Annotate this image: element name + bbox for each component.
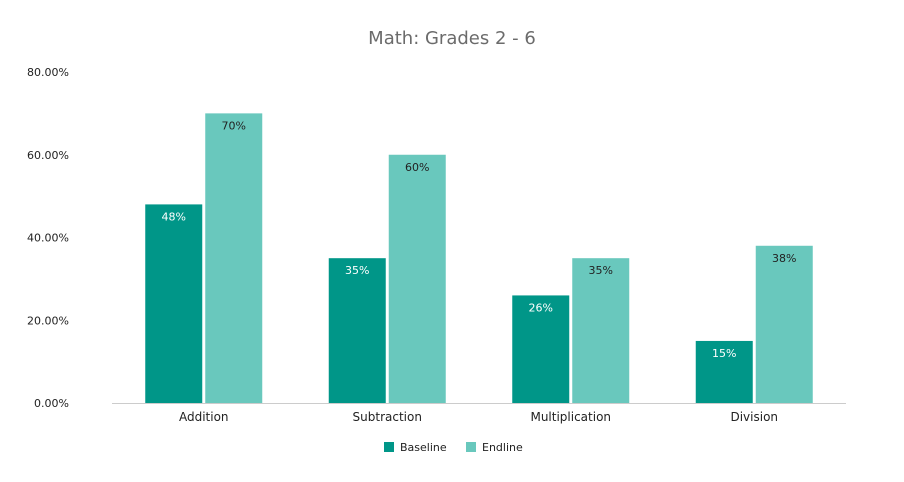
y-axis: 0.00% 20.00% 40.00% 60.00% 80.00%: [27, 66, 69, 410]
bar-baseline: [145, 204, 203, 403]
bar-baseline: [695, 340, 753, 403]
bar-series-group: [145, 113, 813, 403]
legend-label-baseline: Baseline: [400, 441, 447, 454]
y-tick-label: 20.00%: [27, 314, 69, 327]
x-tick-label: Multiplication: [530, 410, 611, 424]
y-tick-label: 0.00%: [34, 397, 69, 410]
y-tick-label: 60.00%: [27, 149, 69, 162]
y-tick-label: 40.00%: [27, 232, 69, 245]
bar-endline: [388, 154, 446, 403]
bar-baseline: [328, 258, 386, 403]
x-axis: Addition Subtraction Multiplication Divisio…: [112, 403, 846, 424]
x-tick-label: Addition: [179, 410, 229, 424]
bar-endline: [205, 113, 263, 403]
bar-baseline: [512, 295, 570, 403]
legend-swatch-baseline: [384, 442, 394, 452]
data-labels-group: 48% 70% 35% 60% 26% 35% 15% 38%: [162, 119, 797, 360]
x-tick-label: Division: [730, 410, 778, 424]
data-label: 60%: [405, 161, 429, 174]
data-label: 70%: [222, 119, 246, 132]
legend-swatch-endline: [466, 442, 476, 452]
bar-endline: [755, 245, 813, 403]
data-label: 48%: [162, 210, 186, 223]
data-label: 26%: [529, 301, 553, 314]
chart-title: Math: Grades 2 - 6: [368, 28, 536, 49]
legend: Baseline Endline: [384, 441, 523, 454]
data-label: 15%: [712, 347, 736, 360]
data-label: 35%: [345, 264, 369, 277]
data-label: 38%: [772, 252, 796, 265]
data-label: 35%: [589, 264, 613, 277]
legend-label-endline: Endline: [482, 441, 523, 454]
y-tick-label: 80.00%: [27, 66, 69, 79]
bar-endline: [572, 258, 630, 403]
x-tick-label: Subtraction: [353, 410, 422, 424]
